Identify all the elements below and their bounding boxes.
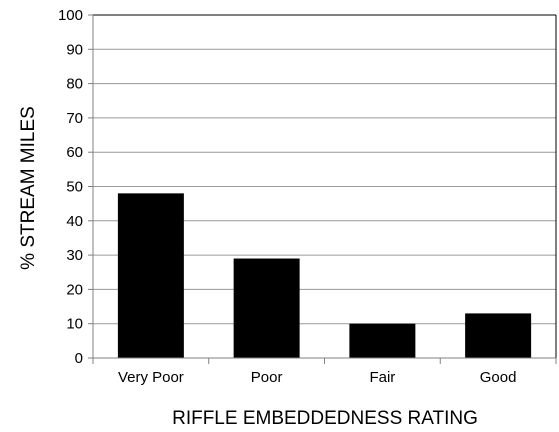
y-tick-label: 30 xyxy=(66,247,83,264)
x-tick-label: Good xyxy=(480,369,517,386)
x-tick-label: Poor xyxy=(251,369,283,386)
axes xyxy=(88,14,557,364)
y-tick-labels: 0 10 20 30 40 50 60 70 80 90 100 xyxy=(58,7,83,367)
y-tick-label: 20 xyxy=(66,281,83,298)
bars xyxy=(117,193,532,358)
y-tick-label: 90 xyxy=(66,41,83,58)
y-tick-label: 80 xyxy=(66,76,83,93)
y-tick-label: 10 xyxy=(66,316,83,333)
y-tick-label: 40 xyxy=(66,213,83,230)
y-tick-label: 50 xyxy=(66,179,83,196)
y-axis-title: % STREAM MILES xyxy=(18,106,39,270)
bar-good xyxy=(465,313,532,358)
y-tick-label: 0 xyxy=(75,350,83,367)
x-tick-label: Fair xyxy=(369,369,395,386)
bar-very-poor xyxy=(117,193,184,358)
x-tick-label: Very Poor xyxy=(118,369,184,386)
bar-fair xyxy=(349,323,416,358)
y-tick-label: 100 xyxy=(58,7,83,24)
y-tick-label: 60 xyxy=(66,144,83,161)
x-axis-title: RIFFLE EMBEDDEDNESS RATING xyxy=(172,408,478,429)
bar-poor xyxy=(233,258,300,358)
x-tick-labels: Very Poor Poor Fair Good xyxy=(118,369,517,386)
y-tick-label: 70 xyxy=(66,110,83,127)
